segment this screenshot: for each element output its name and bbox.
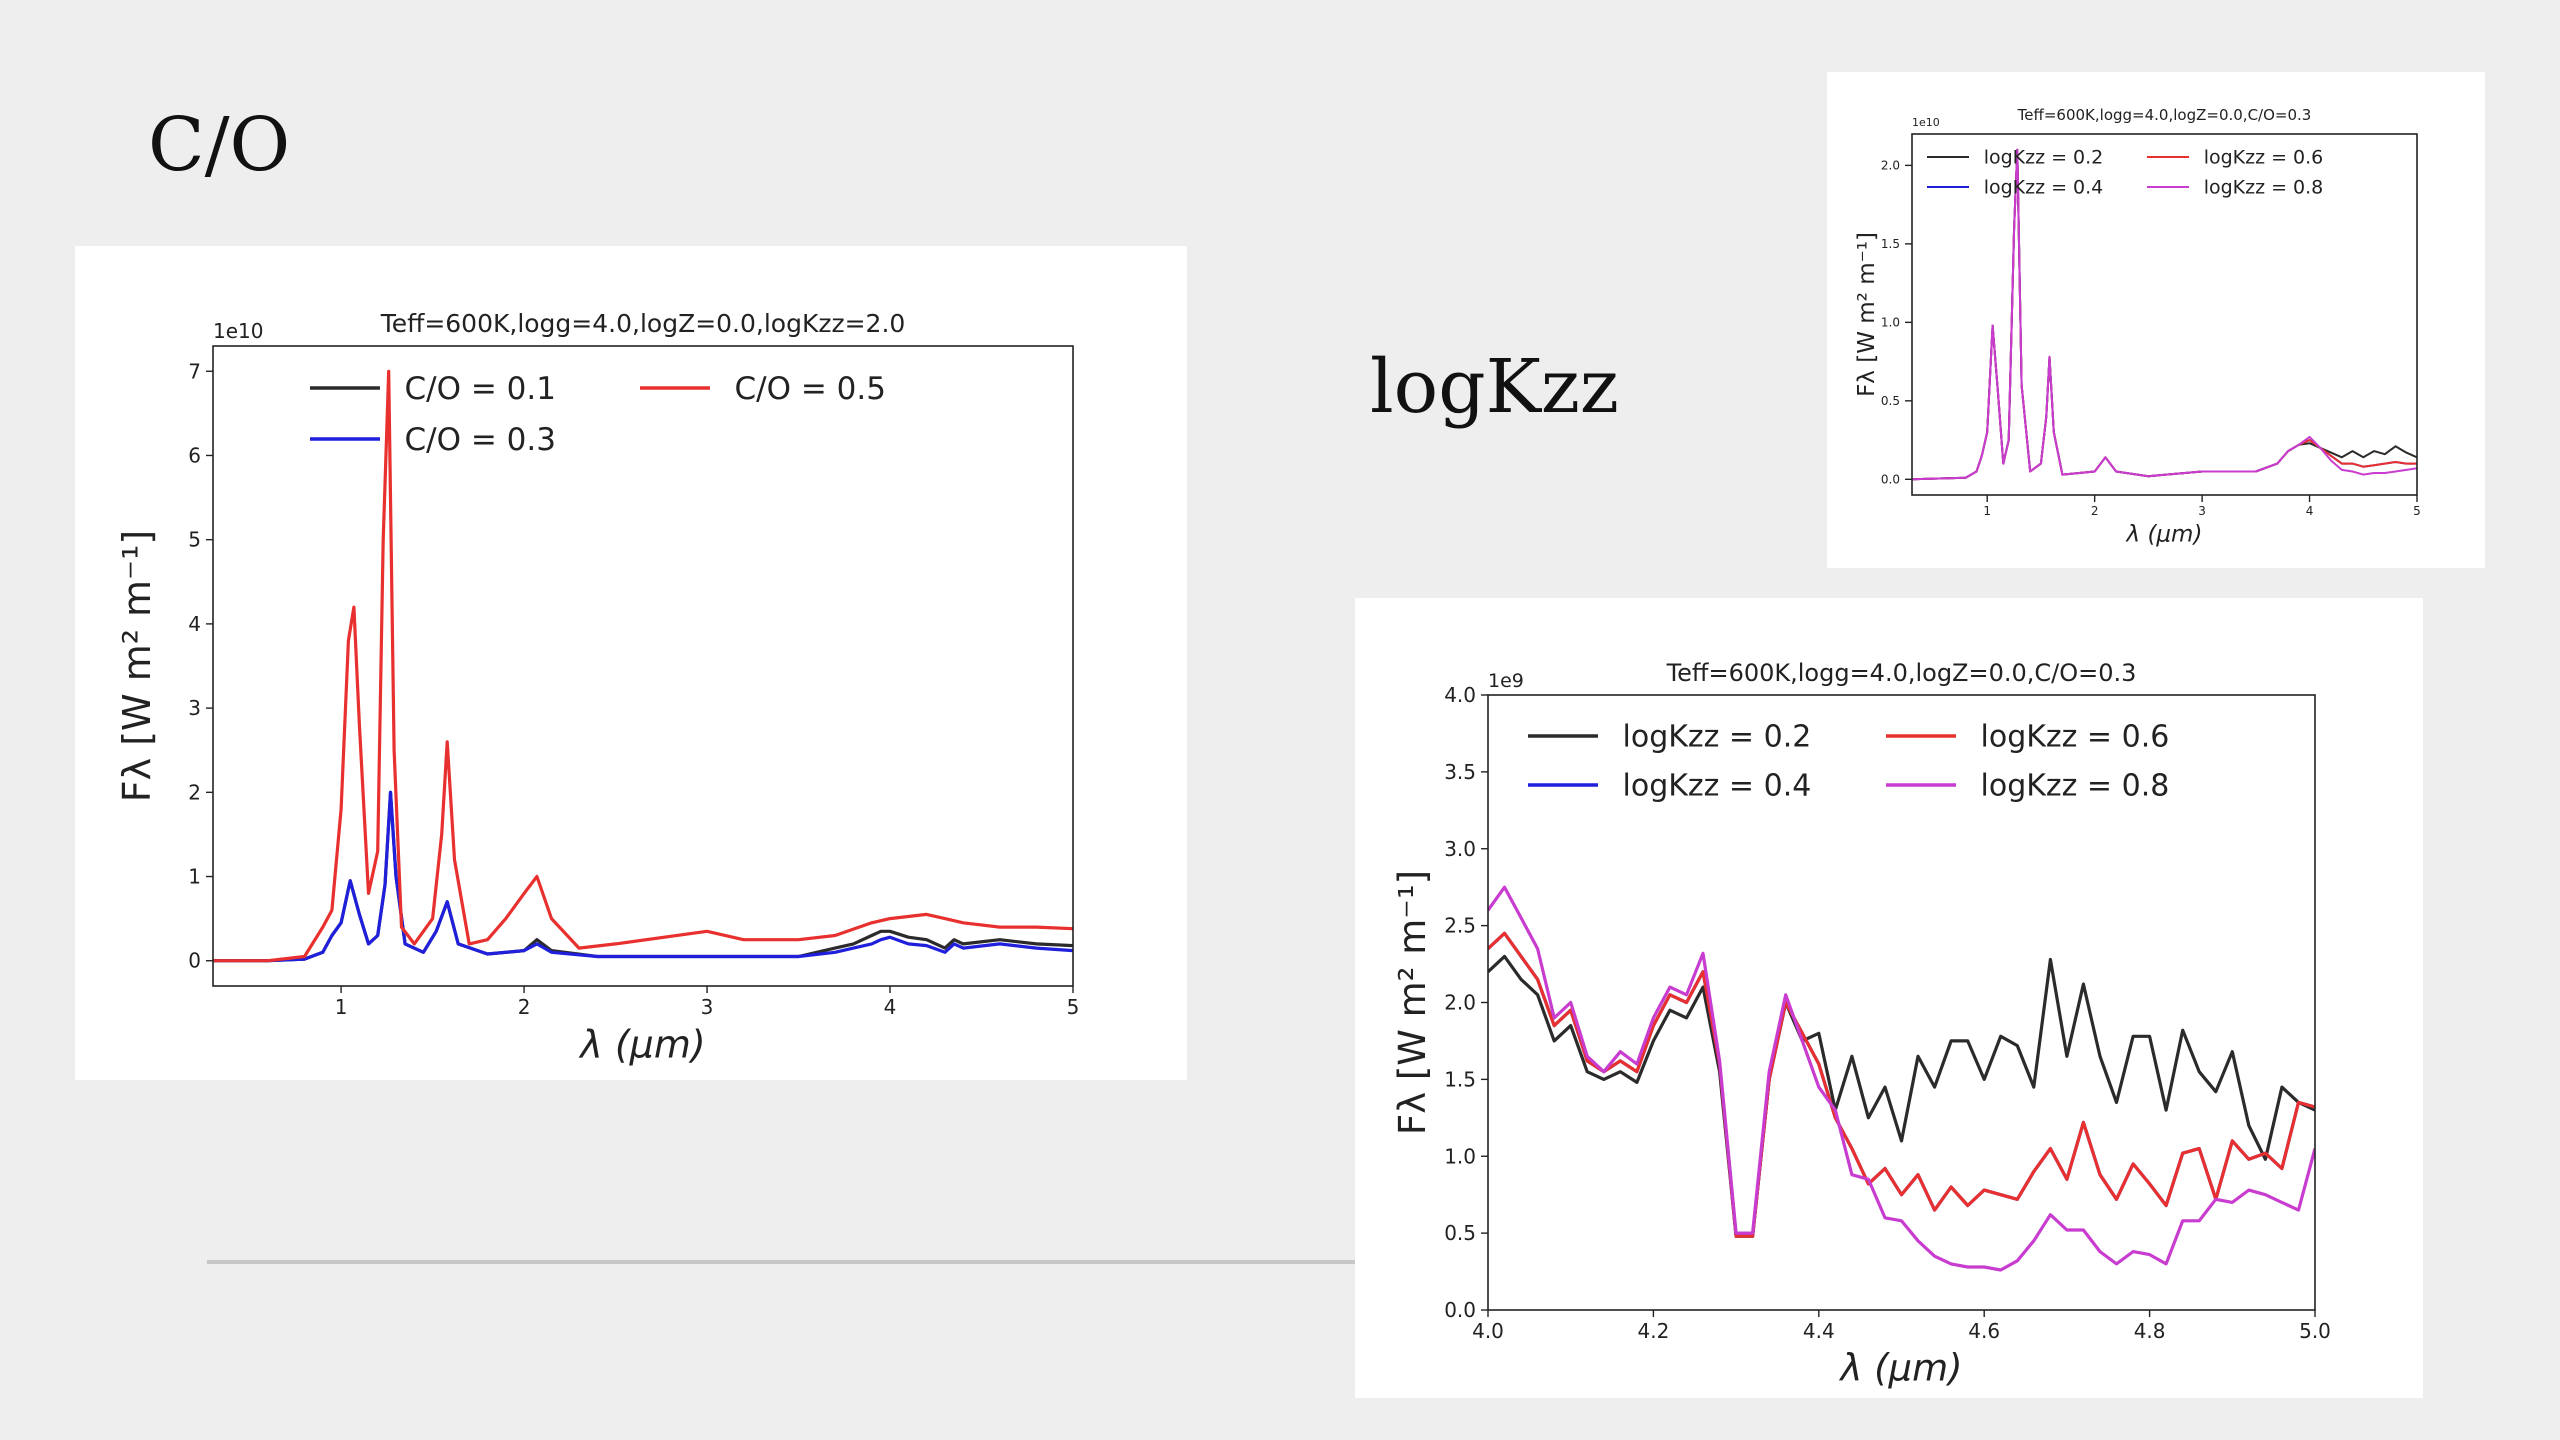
series-line-2	[1488, 931, 2315, 1238]
y-tick-label: 2	[188, 780, 201, 804]
x-tick-label: 5	[1067, 995, 1080, 1019]
x-tick-label: 2	[518, 995, 531, 1019]
y-tick-label: 6	[188, 443, 201, 467]
x-axis-label: λ (μm)	[1838, 1347, 1962, 1390]
y-tick-label: 3	[188, 696, 201, 720]
legend-label: logKzz = 0.4	[1623, 769, 1812, 804]
series-line-3	[1488, 931, 2315, 1238]
y-tick-label: 4	[188, 612, 201, 636]
y-tick-label: 0.5	[1881, 394, 1900, 408]
x-tick-label: 5.0	[2299, 1319, 2331, 1343]
legend-label: logKzz = 0.6	[1981, 720, 2170, 755]
plot-frame	[1487, 694, 2316, 1311]
x-axis-label: λ (μm)	[578, 1023, 705, 1067]
legend-label: C/O = 0.1	[405, 371, 556, 407]
series-line-3	[213, 369, 1073, 963]
chart-title: Teff=600K,logg=4.0,logZ=0.0,logKzz=2.0	[380, 309, 906, 338]
y-tick-label: 7	[188, 359, 201, 383]
y-tick-label: 5	[188, 528, 201, 552]
slide-title-logkzz: logKzz	[1370, 344, 1619, 430]
y-offset-label: 1e9	[1488, 670, 1524, 692]
chart-panel-logkzz-zoom: Teff=600K,logg=4.0,logZ=0.0,C/O=0.3 1e9 4.…	[1355, 598, 2423, 1398]
x-tick-label: 4	[2306, 504, 2314, 518]
x-tick-label: 4.0	[1472, 1319, 1504, 1343]
x-axis-label: λ (μm)	[2125, 521, 2203, 547]
y-tick-label: 1.5	[1444, 1067, 1476, 1091]
chart-logkzz-full: Teff=600K,logg=4.0,logZ=0.0,C/O=0.3 1e10 1…	[1854, 106, 2421, 547]
legend-label: C/O = 0.5	[735, 371, 886, 407]
y-tick-label: 0.0	[1444, 1298, 1476, 1322]
series-line-4	[1912, 148, 2417, 481]
chart-panel-co: Teff=600K,logg=4.0,logZ=0.0,logKzz=2.0 1e…	[75, 246, 1187, 1080]
x-tick-label: 1	[335, 995, 348, 1019]
x-tick-label: 4.4	[1803, 1319, 1835, 1343]
chart-logkzz-zoom: Teff=600K,logg=4.0,logZ=0.0,C/O=0.3 1e9 4.…	[1391, 659, 2331, 1390]
y-tick-label: 1.0	[1444, 1144, 1476, 1168]
legend-label: logKzz = 0.2	[1623, 720, 1812, 755]
y-tick-label: 1.5	[1881, 237, 1900, 251]
x-tick-label: 3	[701, 995, 714, 1019]
y-tick-label: 4.0	[1444, 683, 1476, 707]
x-tick-label: 2	[2091, 504, 2099, 518]
y-offset-label: 1e10	[1912, 116, 1940, 129]
legend-label: logKzz = 0.4	[1984, 177, 2104, 199]
y-tick-label: 1	[188, 865, 201, 889]
series-line-4	[1488, 885, 2315, 1272]
y-tick-label: 2.0	[1444, 991, 1476, 1015]
y-tick-label: 3.5	[1444, 760, 1476, 784]
legend-label: logKzz = 0.2	[1984, 147, 2104, 169]
y-tick-label: 0.5	[1444, 1221, 1476, 1245]
plot-frame	[1911, 133, 2418, 496]
legend-label: logKzz = 0.6	[2204, 147, 2324, 169]
chart-co: Teff=600K,logg=4.0,logZ=0.0,logKzz=2.0 1e…	[115, 309, 1080, 1067]
y-axis-label: Fλ [W m² m⁻¹]	[1391, 870, 1434, 1135]
series-line-1	[213, 790, 1073, 963]
x-tick-label: 4.8	[2134, 1319, 2166, 1343]
divider-line	[207, 1260, 1357, 1264]
y-offset-label: 1e10	[213, 319, 263, 343]
legend-label: logKzz = 0.8	[1981, 769, 2170, 804]
chart-title: Teff=600K,logg=4.0,logZ=0.0,C/O=0.3	[2017, 106, 2312, 124]
chart-title: Teff=600K,logg=4.0,logZ=0.0,C/O=0.3	[1666, 659, 2137, 687]
plot-frame	[212, 345, 1074, 987]
y-tick-label: 1.0	[1881, 316, 1900, 330]
y-tick-label: 0.0	[1881, 473, 1900, 487]
y-axis-label: Fλ [W m² m⁻¹]	[1854, 232, 1880, 397]
x-tick-label: 4.2	[1637, 1319, 1669, 1343]
series-line-1	[1488, 954, 2315, 1238]
y-tick-label: 3.0	[1444, 837, 1476, 861]
series-line-2	[213, 790, 1073, 963]
x-tick-label: 3	[2198, 504, 2206, 518]
y-tick-label: 2.0	[1881, 159, 1900, 173]
y-tick-label: 0	[188, 949, 201, 973]
legend-label: C/O = 0.3	[405, 422, 556, 458]
legend-label: logKzz = 0.8	[2204, 177, 2324, 199]
y-axis-label: Fλ [W m² m⁻¹]	[115, 530, 159, 802]
y-tick-label: 2.5	[1444, 914, 1476, 938]
slide-title-co: C/O	[148, 102, 291, 188]
x-tick-label: 4	[884, 995, 897, 1019]
x-tick-label: 5	[2413, 504, 2421, 518]
x-tick-label: 4.6	[1968, 1319, 2000, 1343]
chart-panel-logkzz-full: Teff=600K,logg=4.0,logZ=0.0,C/O=0.3 1e10 1…	[1827, 72, 2485, 568]
x-tick-label: 1	[1983, 504, 1991, 518]
